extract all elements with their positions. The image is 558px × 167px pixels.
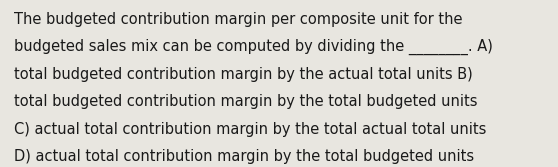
Text: The budgeted contribution margin per composite unit for the: The budgeted contribution margin per com… [14,12,463,27]
Text: total budgeted contribution margin by the total budgeted units: total budgeted contribution margin by th… [14,94,478,109]
Text: budgeted sales mix can be computed by dividing the ________. A): budgeted sales mix can be computed by di… [14,39,493,55]
Text: C) actual total contribution margin by the total actual total units: C) actual total contribution margin by t… [14,122,487,137]
Text: total budgeted contribution margin by the actual total units B): total budgeted contribution margin by th… [14,67,473,82]
Text: D) actual total contribution margin by the total budgeted units: D) actual total contribution margin by t… [14,149,474,164]
